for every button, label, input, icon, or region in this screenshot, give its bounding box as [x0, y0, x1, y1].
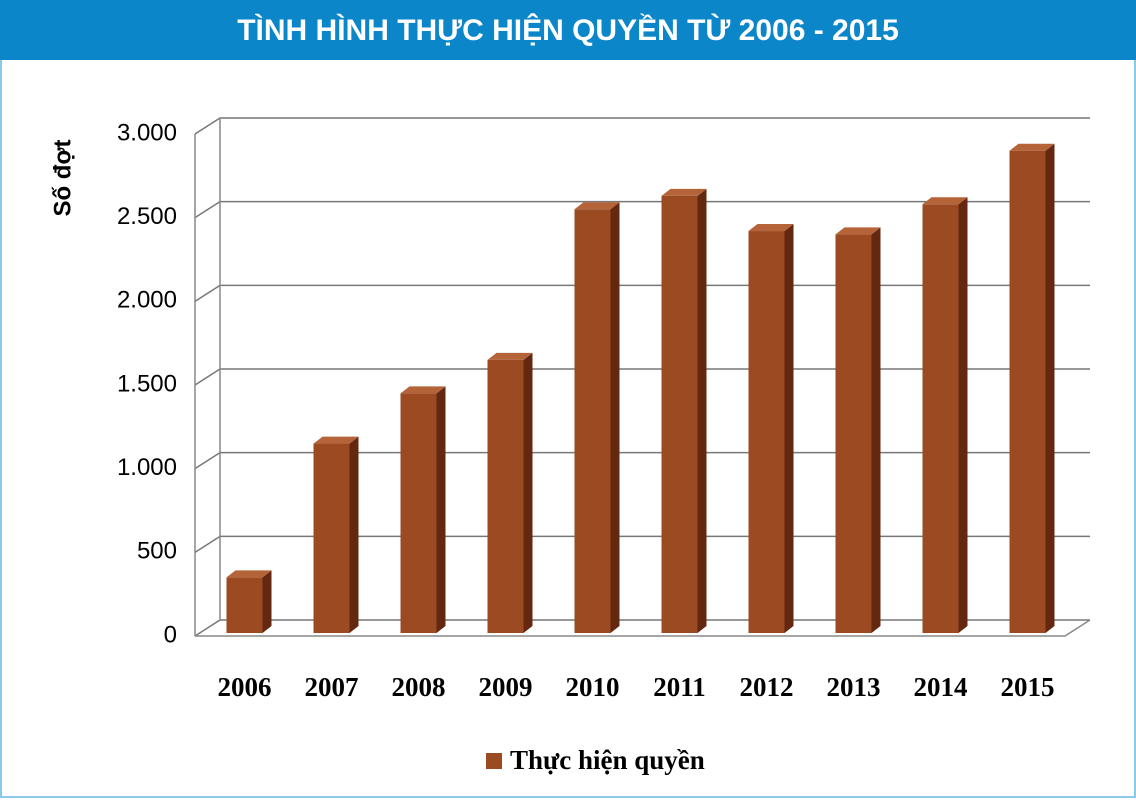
bar [922, 204, 959, 633]
bar [226, 577, 263, 633]
x-tick-label: 2006 [218, 672, 272, 702]
legend-swatch [486, 753, 502, 769]
bar [661, 195, 698, 633]
bar-top [487, 352, 533, 360]
x-tick-label: 2009 [479, 672, 533, 702]
x-tick-label: 2012 [740, 672, 794, 702]
bar-side [871, 227, 881, 633]
x-tick-label: 2011 [653, 672, 706, 702]
bar [1009, 150, 1046, 633]
bar-side [523, 352, 533, 633]
bar [835, 234, 872, 633]
bar-top [574, 202, 620, 210]
y-axis-label: Số đợt [49, 139, 76, 216]
y-tick-label: 1.000 [117, 454, 177, 481]
bar-side [349, 436, 359, 633]
bar-top [835, 227, 881, 235]
bar [400, 393, 437, 633]
bar-top [1009, 143, 1055, 151]
x-tick-label: 2010 [566, 672, 620, 702]
x-tick-label: 2015 [1001, 672, 1055, 702]
x-tick-label: 2014 [914, 672, 968, 702]
bar-top [226, 570, 272, 578]
y-tick-label: 1.500 [117, 370, 177, 397]
bar-side [610, 202, 620, 634]
bar [487, 359, 524, 633]
bar-top [748, 224, 794, 232]
y-tick-label: 0 [164, 621, 177, 648]
bar-side [697, 188, 707, 633]
floor [195, 619, 1091, 637]
chart-title: TÌNH HÌNH THỰC HIỆN QUYỀN TỪ 2006 - 2015 [237, 13, 899, 47]
bar [748, 231, 785, 633]
bar [313, 443, 350, 633]
bar-top [400, 386, 446, 394]
bar-top [313, 436, 359, 444]
bar-side [784, 224, 794, 633]
x-tick-label: 2008 [392, 672, 446, 702]
y-tick-label: 2.000 [117, 287, 177, 314]
x-tick-label: 2013 [827, 672, 881, 702]
y-tick-label: 2.500 [117, 203, 177, 230]
title-bar [0, 0, 1136, 60]
bar-side [1045, 143, 1055, 633]
x-tick-label: 2007 [305, 672, 359, 702]
bar-top [922, 197, 968, 205]
bar-side [436, 386, 446, 633]
bar [574, 209, 611, 634]
bar-side [958, 197, 968, 633]
bar-top [661, 188, 707, 196]
y-tick-label: 3.000 [117, 119, 177, 146]
bar-side [262, 570, 272, 633]
legend-label: Thực hiện quyền [510, 745, 705, 775]
y-tick-label: 500 [137, 538, 177, 565]
